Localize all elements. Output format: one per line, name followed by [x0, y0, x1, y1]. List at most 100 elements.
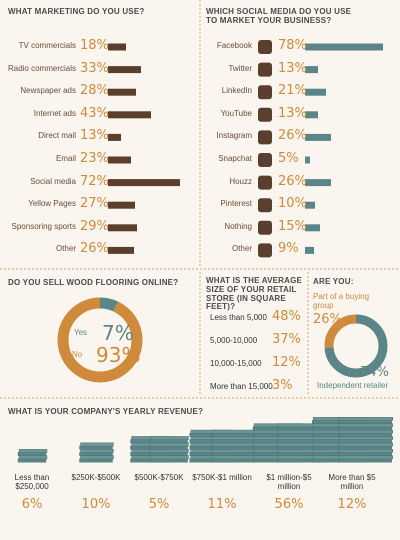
category-label: More than $5 million: [328, 473, 376, 491]
money-stack: [338, 420, 392, 424]
donut-segment: [57, 297, 143, 383]
category-label: Newspaper ads: [20, 86, 76, 96]
category-label: Pinterest: [220, 199, 252, 209]
category-label: No: [72, 350, 83, 359]
value-label: 26%: [278, 128, 307, 144]
value-label: 13%: [278, 105, 307, 121]
bar: [305, 246, 314, 254]
money-stack: [149, 439, 188, 444]
bar: [108, 246, 134, 254]
bar: [305, 179, 331, 187]
section-title: WHAT IS THE AVERAGE SIZE OF YOUR RETAIL …: [206, 276, 303, 312]
row-label: 5,000-10,000: [210, 336, 258, 345]
category-label: Yellow Pages: [28, 199, 76, 209]
money-stack: [150, 455, 189, 460]
section-title: DO YOU SELL WOOD FLOORING ONLINE?: [8, 278, 179, 287]
value-label: 27%: [80, 196, 109, 212]
value-label: 78%: [278, 38, 307, 53]
value-label: 56%: [274, 497, 304, 512]
bar: [305, 43, 383, 51]
money-stack: [149, 458, 188, 463]
value-label: 93%: [96, 343, 141, 367]
category-label: Facebook: [216, 41, 252, 50]
money-stack: [339, 429, 393, 434]
social-icon: [258, 198, 272, 213]
money-stack: [150, 449, 189, 453]
money-stack: [211, 433, 255, 437]
money-stack: [338, 445, 392, 450]
value-label: 29%: [80, 218, 109, 234]
money-stack: [212, 449, 256, 453]
category-label: Part of a buying group: [313, 292, 370, 310]
category-label: Instagram: [216, 131, 252, 141]
category-label: Snapchat: [218, 154, 252, 163]
money-stack: [339, 417, 393, 421]
bar: [108, 201, 135, 209]
row-value: 12%: [272, 355, 301, 370]
value-label: 7%: [102, 321, 134, 345]
money-stack: [80, 442, 114, 447]
money-stack: [212, 429, 256, 434]
section-title: WHICH SOCIAL MEDIA DO YOU USE TO MARKET …: [206, 7, 352, 25]
money-stack: [79, 452, 113, 456]
money-stack: [18, 455, 48, 460]
category-label: Direct mail: [38, 131, 76, 141]
bar: [108, 88, 136, 96]
value-label: 6%: [21, 497, 43, 512]
bar: [108, 133, 121, 141]
value-label: 13%: [80, 128, 109, 144]
row-value: 37%: [272, 332, 301, 347]
category-label: Sponsoring sports: [11, 221, 76, 231]
category-label: Email: [55, 154, 76, 163]
row-label: Less than 5,000: [210, 313, 267, 322]
category-label: Social media: [30, 176, 76, 186]
value-label: 26%: [313, 312, 342, 327]
money-stack: [338, 439, 392, 444]
value-label: 5%: [148, 497, 170, 512]
value-label: 13%: [278, 60, 307, 76]
category-label: $1 million-$5 million: [266, 473, 312, 491]
section-title: ARE YOU:: [313, 277, 354, 286]
category-label: Radio commercials: [7, 63, 76, 73]
category-label: Nothing: [224, 221, 252, 231]
bar: [108, 179, 180, 187]
money-stack: [338, 433, 392, 437]
money-stack: [339, 436, 393, 440]
money-stack: [150, 442, 189, 447]
social-icon: [258, 153, 272, 167]
money-stack: [18, 449, 48, 453]
category-label: Twitter: [228, 63, 252, 73]
row-value: 48%: [272, 309, 301, 324]
money-stack: [149, 445, 188, 450]
money-stack: [79, 445, 113, 450]
bar: [305, 111, 318, 119]
section-title: WHAT IS YOUR COMPANY'S YEARLY REVENUE?: [8, 407, 204, 416]
row-label: More than 15,000: [210, 382, 273, 391]
value-label: 72%: [80, 173, 109, 189]
bar: [305, 88, 326, 96]
value-label: 15%: [278, 218, 307, 234]
social-icon: [258, 175, 272, 190]
bar: [305, 133, 331, 141]
bar: [108, 43, 126, 51]
money-stack: [338, 452, 392, 456]
category-label: Houzz: [229, 176, 252, 186]
money-stack: [79, 458, 113, 463]
money-stack: [339, 442, 393, 447]
value-label: 5%: [278, 151, 299, 166]
money-stack: [17, 458, 47, 463]
social-icon: [258, 40, 272, 54]
money-stack: [339, 423, 393, 428]
category-label: Yes: [74, 328, 88, 337]
money-stack: [212, 442, 256, 447]
value-label: 74%: [360, 365, 389, 380]
value-label: 10%: [81, 497, 111, 512]
social-icon: [258, 62, 272, 77]
value-label: 11%: [207, 497, 237, 512]
bar: [108, 111, 151, 119]
social-icon: [258, 130, 272, 145]
row-value: 3%: [272, 378, 293, 393]
money-stack: [212, 436, 256, 440]
money-stack: [149, 452, 188, 456]
